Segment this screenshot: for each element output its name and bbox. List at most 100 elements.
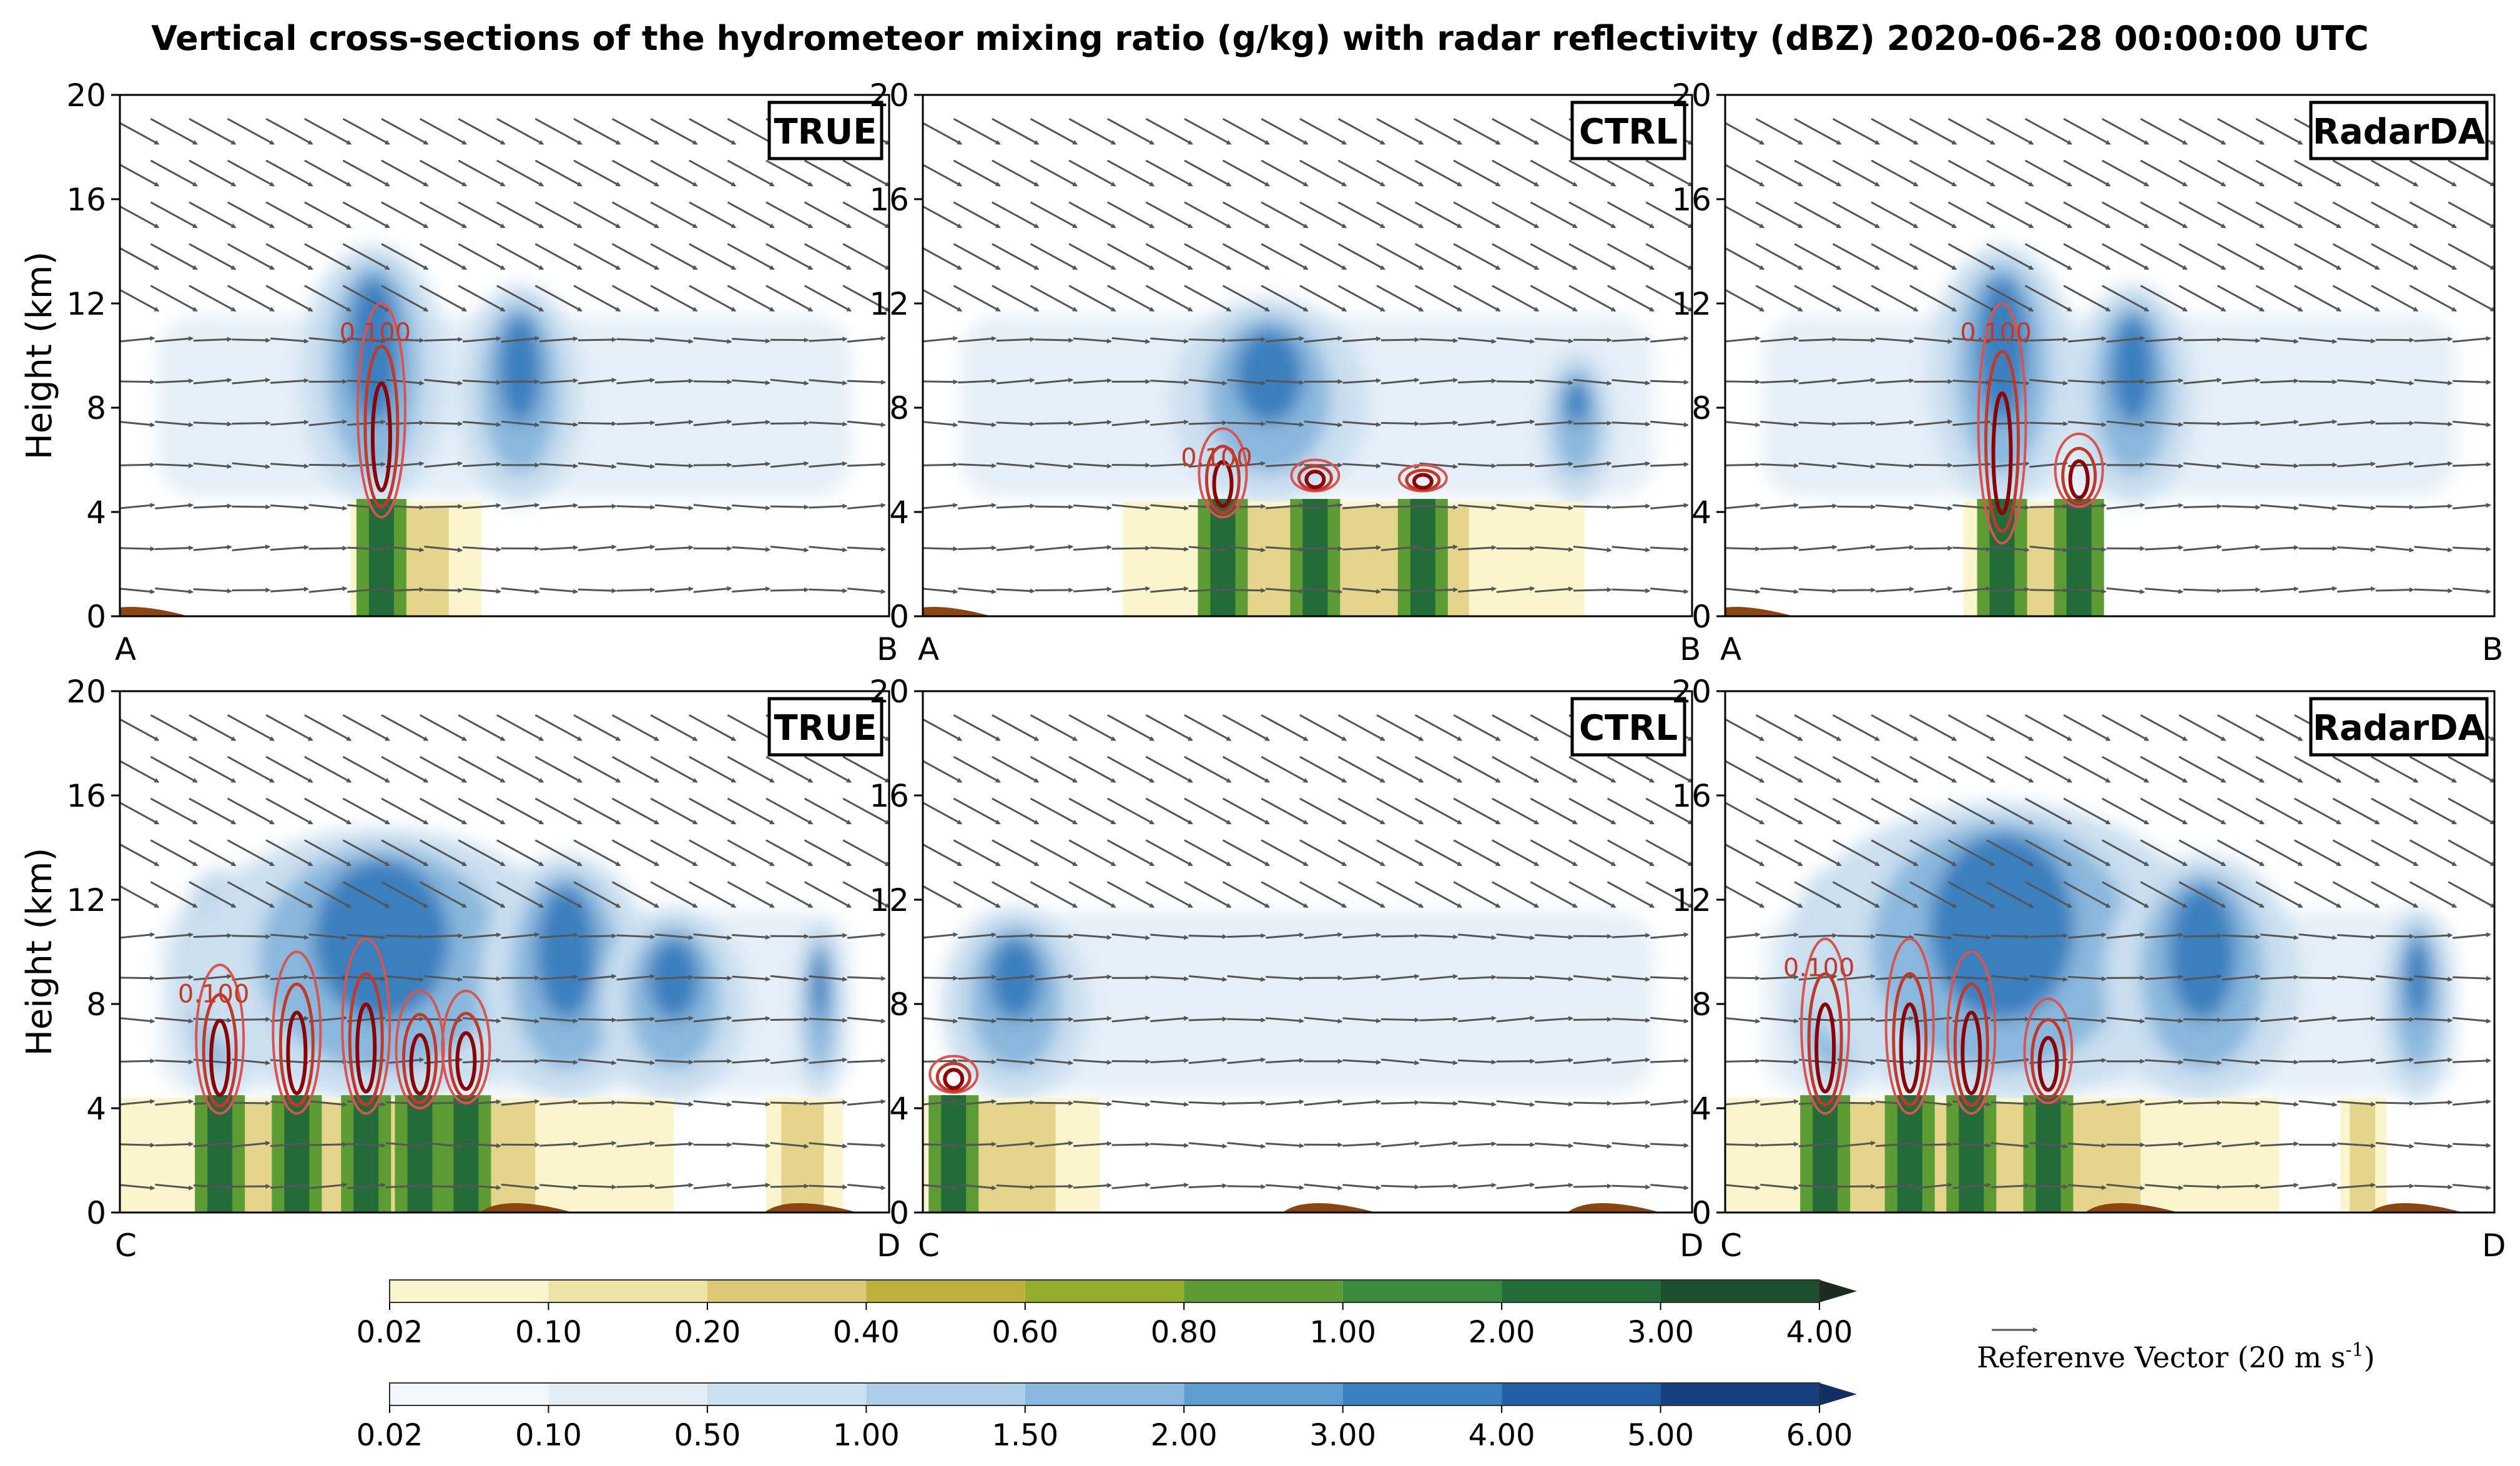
wind-vector [2375, 1183, 2414, 1189]
panel-label-box: TRUE [767, 101, 883, 160]
colorbar-tick-label: 3.00 [1627, 1315, 1694, 1350]
wind-vector [1535, 337, 1574, 344]
wind-vector [265, 201, 313, 229]
wind-vector [150, 839, 198, 867]
radar-reflectivity-contours: 0.100 [340, 302, 411, 519]
panel-label: RadarDA [2313, 708, 2486, 749]
colorbar-segment [1184, 1280, 1343, 1302]
section-end-label: B [2482, 631, 2503, 667]
wind-vector [155, 1059, 194, 1065]
wind-vector [923, 421, 958, 428]
wind-vector [655, 545, 694, 551]
wind-vector [650, 285, 698, 312]
wind-vector [2414, 461, 2453, 468]
wind-vector [2337, 379, 2376, 385]
colorbar-tick-label: 0.50 [674, 1418, 741, 1453]
wind-vector [1145, 117, 1193, 145]
wind-vector [2178, 201, 2227, 229]
colorbar-liquid: 0.02 0.10 0.20 0.40 0.60 0.80 1.00 2.00 3.00 4.00 [357, 1279, 1857, 1350]
wind-vector [923, 1143, 958, 1148]
wind-vector [578, 1017, 617, 1023]
wind-vector [1986, 243, 2034, 270]
wind-vector [732, 461, 771, 468]
wind-vector [2337, 586, 2376, 593]
wind-vector [655, 1141, 694, 1147]
wind-vector [150, 243, 198, 270]
wind-vector [2029, 378, 2069, 386]
wind-vector [1568, 243, 1617, 270]
wind-vector [1535, 546, 1574, 552]
wind-vector [655, 337, 694, 344]
colorbar-tick-label: 6.00 [1786, 1418, 1853, 1453]
wind-vector [1227, 337, 1266, 342]
wind-vector [270, 378, 309, 384]
wind-vector [232, 544, 271, 551]
wind-vector [842, 201, 889, 229]
wind-vector [992, 117, 1040, 145]
colorbar-segment [1342, 1280, 1502, 1302]
wind-vector [539, 545, 579, 551]
wind-vector [155, 587, 194, 594]
wind-vector [958, 545, 997, 551]
wind-vector [809, 1184, 848, 1190]
wind-vector [2222, 338, 2261, 343]
wind-vector [2145, 421, 2184, 427]
wind-vector [770, 504, 809, 510]
wind-vector-field [923, 117, 1692, 594]
wind-vector [419, 117, 468, 145]
wind-vector [463, 380, 501, 385]
wind-vector [2106, 420, 2145, 428]
wind-vector [573, 881, 621, 908]
liquid-region-mid [781, 1103, 824, 1213]
wind-vector [2068, 421, 2107, 427]
wind-vector [193, 544, 232, 551]
wind-vector [1150, 380, 1189, 385]
wind-vector [1376, 117, 1424, 145]
wind-vector [458, 285, 506, 312]
wind-vector [2145, 463, 2184, 469]
reflectivity-contour-outer [2054, 432, 2104, 508]
wind-vector [308, 1100, 348, 1108]
wind-vector [1261, 243, 1309, 270]
wind-vector [1794, 117, 1842, 145]
wind-vector [1725, 546, 1761, 552]
wind-vector [1453, 201, 1501, 229]
wind-vector [1612, 461, 1651, 468]
wind-vector [996, 544, 1035, 551]
wind-vector [308, 504, 348, 511]
wind-vector [1381, 503, 1420, 509]
wind-vector [1030, 159, 1078, 187]
wind-vector [496, 159, 544, 187]
wind-vector [1914, 1142, 1953, 1148]
wind-vector [765, 201, 814, 229]
rain-column-core [453, 1095, 479, 1213]
wind-vector [616, 1101, 656, 1106]
wind-vector [578, 1100, 617, 1105]
wind-vector [385, 975, 425, 982]
wind-vector [953, 243, 1001, 270]
wind-vector [193, 503, 232, 509]
wind-vector [1909, 159, 1957, 187]
wind-vector [424, 421, 463, 426]
colorbar-segment [1342, 1383, 1502, 1405]
y-tick-label: 12 [66, 286, 106, 322]
y-tick-label: 20 [66, 674, 106, 710]
wind-vector [2409, 285, 2458, 312]
wind-vector [1188, 546, 1228, 553]
wind-vector [689, 201, 737, 229]
wind-vector [655, 1059, 694, 1065]
wind-vector [424, 378, 463, 386]
wind-vector [463, 588, 501, 594]
wind-vector [2255, 117, 2303, 145]
ice-core-inner [348, 277, 400, 424]
wind-vector [1612, 503, 1651, 509]
wind-vector [1381, 377, 1420, 385]
wind-vector [155, 1099, 194, 1106]
wind-vector [1111, 1142, 1151, 1148]
wind-vector [1299, 285, 1347, 312]
wind-vector [1266, 546, 1304, 553]
wind-vector [150, 285, 198, 312]
wind-vector [2260, 463, 2299, 469]
wind-vector [1986, 117, 2034, 145]
wind-vector [1986, 159, 2034, 187]
